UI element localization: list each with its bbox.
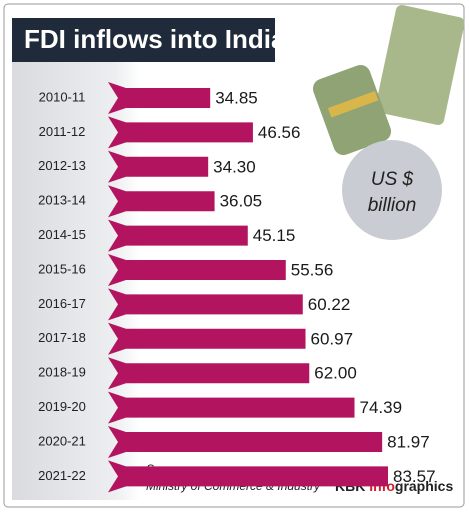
unit-badge: [342, 140, 442, 240]
bar: [108, 288, 303, 321]
bar: [108, 185, 215, 218]
title-banner: [12, 18, 275, 62]
y-tick-label: 2013-14: [38, 193, 86, 208]
value-label: 60.97: [311, 329, 354, 348]
bar: [108, 391, 355, 424]
y-tick-label: 2014-15: [38, 227, 86, 242]
bar: [108, 254, 286, 286]
bar: [108, 357, 310, 390]
y-tick-label: 2010-11: [39, 89, 86, 104]
bar: [108, 116, 253, 149]
bar: [108, 426, 383, 458]
y-tick-label: 2016-17: [38, 296, 86, 311]
value-label: 34.85: [215, 88, 258, 107]
y-tick-label: 2015-16: [38, 261, 86, 276]
bar: [108, 82, 211, 114]
y-tick-label: 2011-12: [39, 124, 86, 139]
y-tick-label: 2012-13: [38, 158, 86, 173]
value-label: 60.22: [308, 295, 351, 314]
y-tick-label: 2019-20: [38, 399, 86, 414]
y-tick-label: 2020-21: [38, 433, 86, 448]
value-label: 45.15: [253, 226, 296, 245]
value-label: 81.97: [387, 432, 430, 451]
value-label: 55.56: [291, 260, 334, 279]
value-label: 83.57: [393, 467, 436, 486]
value-label: 62.00: [314, 364, 357, 383]
unit-label: US $: [371, 169, 414, 190]
bar: [108, 322, 306, 355]
value-label: 46.56: [258, 123, 301, 142]
value-label: 74.39: [359, 398, 402, 417]
brand-part: graphics: [395, 478, 454, 494]
value-label: 34.30: [213, 157, 256, 176]
y-tick-label: 2021-22: [38, 468, 86, 483]
bar: [108, 460, 388, 493]
y-tick-label: 2018-19: [38, 365, 86, 380]
y-tick-label: 2017-18: [38, 330, 86, 345]
bar: [108, 219, 248, 252]
value-label: 36.05: [220, 192, 263, 211]
chart-title: FDI inflows into India: [24, 24, 286, 54]
money-illustration: [312, 5, 465, 156]
unit-label: billion: [368, 195, 417, 216]
bar: [108, 150, 209, 183]
